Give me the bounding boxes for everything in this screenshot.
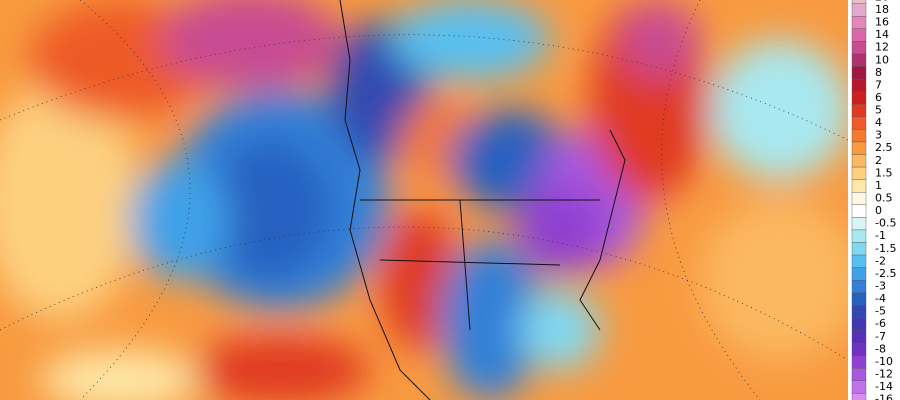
colorbar-swatch — [851, 0, 867, 4]
colorbar-swatch — [851, 91, 867, 105]
colorbar-label: 16 — [875, 16, 889, 29]
coastlines — [339, 0, 626, 400]
colorbar-label: 14 — [875, 28, 889, 41]
colorbar-swatch — [851, 242, 867, 256]
colorbar-label: -1.5 — [875, 242, 896, 255]
colorbar-label: 10 — [875, 53, 889, 66]
colorbar-swatch — [851, 66, 867, 80]
colorbar-label: -3 — [875, 280, 886, 293]
colorbar-swatch — [851, 141, 867, 155]
colorbar-swatch — [851, 154, 867, 168]
colorbar-swatch — [851, 254, 867, 268]
colorbar-swatch — [851, 116, 867, 130]
colorbar: 2018161412108765432.521.510.50-0.5-1-1.5… — [851, 0, 896, 400]
colorbar-label: 12 — [875, 41, 889, 54]
colorbar-swatch — [851, 41, 867, 55]
colorbar-label: -16 — [875, 393, 893, 400]
colorbar-label: 2 — [875, 154, 882, 167]
colorbar-label: -14 — [875, 380, 893, 393]
colorbar-swatch — [851, 368, 867, 381]
colorbar-swatch — [851, 342, 867, 356]
colorbar-swatch — [851, 393, 867, 400]
colorbar-swatch — [851, 292, 867, 306]
colorbar-swatch — [851, 380, 867, 394]
colorbar-swatch — [851, 204, 867, 218]
colorbar-label: 0.5 — [875, 192, 893, 205]
colorbar-label: 7 — [875, 78, 882, 91]
colorbar-swatch — [851, 28, 867, 42]
colorbar-label: 4 — [875, 116, 882, 129]
colorbar-swatch — [851, 3, 867, 17]
anomaly-field — [0, 0, 848, 400]
colorbar-label: 6 — [875, 91, 882, 104]
colorbar-label: 20 — [875, 0, 889, 3]
coastline — [339, 0, 431, 400]
colorbar-label: -2 — [875, 254, 886, 267]
colorbar-label: 8 — [875, 66, 882, 79]
colorbar-swatch — [851, 305, 867, 319]
colorbar-label: 3 — [875, 129, 882, 142]
colorbar-swatch — [851, 129, 867, 143]
colorbar-label: -5 — [875, 305, 886, 318]
border — [360, 199, 600, 331]
colorbar-label: -7 — [875, 330, 886, 343]
colorbar-label: 1 — [875, 179, 882, 192]
colorbar-swatch — [851, 317, 867, 331]
colorbar-swatch — [851, 78, 867, 92]
colorbar-label: -0.5 — [875, 217, 896, 230]
colorbar-swatch — [851, 355, 867, 369]
colorbar-swatch — [851, 16, 867, 30]
colorbar-label: 5 — [875, 104, 882, 117]
colorbar-swatch — [851, 53, 867, 67]
colorbar-label: 2.5 — [875, 141, 893, 154]
coastline — [579, 129, 626, 331]
colorbar-label: -10 — [875, 355, 893, 368]
colorbar-label: -4 — [875, 292, 886, 305]
colorbar-swatch — [851, 192, 867, 206]
colorbar-label: -2.5 — [875, 267, 896, 280]
colorbar-swatch — [851, 229, 867, 243]
colorbar-swatch — [851, 179, 867, 193]
colorbar-swatch — [851, 267, 867, 281]
colorbar-label: 1.5 — [875, 166, 893, 179]
colorbar-label: -12 — [875, 368, 893, 381]
colorbar-swatch — [851, 280, 867, 293]
colorbar-label: -8 — [875, 342, 886, 355]
colorbar-swatch — [851, 104, 867, 118]
colorbar-swatch — [851, 166, 867, 180]
graticule-line — [0, 226, 848, 361]
colorbar-swatch — [851, 217, 867, 231]
colorbar-label: -6 — [875, 317, 886, 330]
colorbar-label: 0 — [875, 204, 882, 217]
graticule-line — [79, 0, 191, 400]
colorbar-swatch — [851, 330, 867, 344]
graticule — [0, 0, 848, 400]
colorbar-label: -1 — [875, 229, 886, 242]
colorbar-label: 18 — [875, 3, 889, 16]
